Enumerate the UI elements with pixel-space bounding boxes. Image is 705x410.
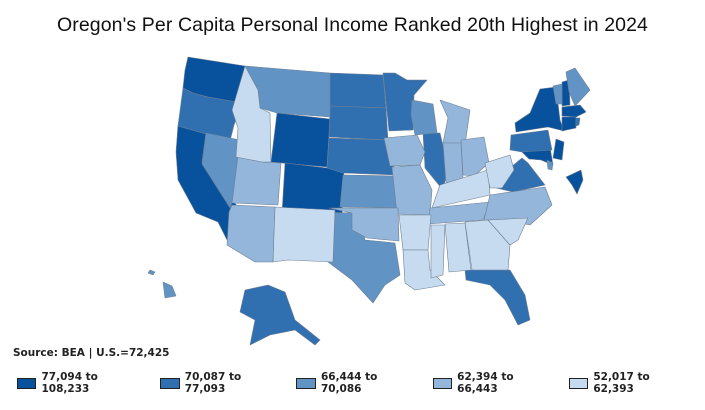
state-wy (270, 112, 331, 168)
source-note: Source: BEA | U.S.=72,425 (13, 347, 170, 359)
state-sc (487, 217, 529, 246)
state-mi (439, 99, 471, 146)
state-ar (398, 214, 432, 251)
state-nj (552, 138, 565, 161)
legend-label-1: 77,094 to 108,233 (41, 371, 98, 395)
legend-label-3: 66,444 to 70,086 (320, 371, 378, 395)
legend-label-4: 62,394 to 66,443 (457, 371, 514, 395)
legend-item-4: 62,394 to 66,443 (432, 371, 555, 395)
state-fl (464, 269, 531, 326)
legend: 77,094 to 108,233 70,087 to 77,093 66,44… (17, 371, 705, 395)
legend-swatch-4 (432, 377, 453, 389)
state-mo (391, 164, 433, 216)
state-de (546, 159, 554, 171)
state-az (226, 204, 276, 263)
bin-2-states (177, 72, 581, 346)
legend-swatch-3 (296, 377, 316, 389)
legend-swatch-5 (568, 377, 589, 389)
state-ok (328, 207, 400, 242)
legend-swatch-2 (160, 377, 180, 389)
state-ia (383, 134, 426, 167)
state-ri (575, 117, 581, 127)
state-la (402, 249, 446, 291)
state-nv (201, 132, 241, 209)
legend-label-5: 52,017 to 62,393 (593, 371, 650, 395)
map-title: Oregon's Per Capita Personal Income Rank… (56, 14, 649, 36)
state-ms (430, 224, 446, 279)
legend-swatch-1 (17, 377, 37, 389)
state-mn (382, 72, 428, 132)
bin-5-states (231, 65, 529, 291)
state-al (444, 222, 472, 273)
state-nm (272, 206, 336, 263)
legend-item-3: 66,444 to 70,086 (296, 371, 418, 395)
state-nd (329, 72, 387, 109)
state-ak (239, 284, 321, 346)
state-ks (339, 174, 399, 209)
legend-item-2: 70,087 to 77,093 (160, 371, 282, 395)
state-id (231, 65, 272, 163)
state-ct (561, 116, 577, 132)
state-oh (460, 136, 490, 177)
state-wv (484, 154, 515, 189)
state-hi (162, 281, 177, 299)
state-dc (565, 169, 584, 195)
state-ma (561, 104, 587, 118)
state-ne (326, 137, 397, 176)
state-me (565, 67, 591, 107)
state-ky (431, 169, 491, 209)
state-hi-islands (147, 269, 156, 276)
legend-label-2: 70,087 to 77,093 (184, 371, 242, 395)
state-pa (509, 129, 553, 153)
state-wi (410, 99, 438, 136)
legend-item-5: 52,017 to 62,393 (568, 371, 691, 395)
state-in (442, 142, 464, 184)
state-nc (483, 186, 553, 226)
state-vt (552, 83, 563, 105)
bin-4-states (226, 99, 553, 263)
state-sd (328, 105, 389, 141)
legend-item-1: 77,094 to 108,233 (17, 371, 146, 395)
